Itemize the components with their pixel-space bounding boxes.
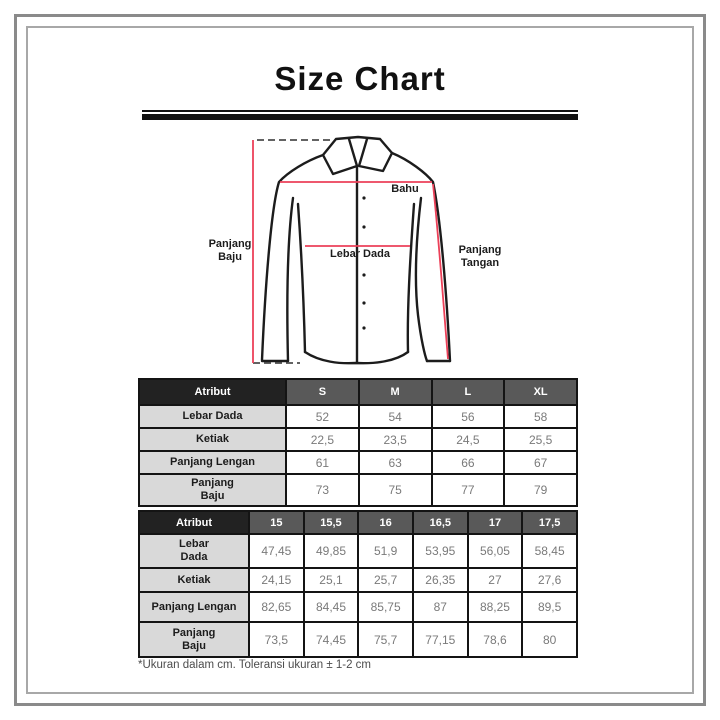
measurement-value: 27,6 bbox=[521, 567, 578, 593]
header-row: Atribut 15 15,5 16 16,5 17 17,5 bbox=[138, 510, 578, 535]
measurement-value: 77,15 bbox=[411, 621, 469, 658]
table-row: Panjang Baju 73,5 74,45 75,7 77,15 78,6 80 bbox=[138, 621, 578, 658]
row-label: Ketiak bbox=[138, 427, 287, 452]
measurement-value: 85,75 bbox=[357, 591, 414, 623]
measurement-value: 73,5 bbox=[248, 621, 305, 658]
size-column-header: 15,5 bbox=[302, 510, 360, 535]
measurement-value: 56 bbox=[430, 404, 506, 429]
measurement-value: 87 bbox=[411, 591, 469, 623]
measurement-value: 58 bbox=[503, 404, 578, 429]
row-label: Panjang Baju bbox=[138, 621, 250, 658]
measurement-value: 61 bbox=[285, 450, 360, 475]
table-row: Panjang Baju 73 75 77 79 bbox=[138, 473, 578, 507]
lebar-dada-label: Lebar Dada bbox=[330, 248, 390, 260]
measurement-value: 82,65 bbox=[248, 591, 305, 623]
panjang-tangan-label: Panjang Tangan bbox=[458, 244, 502, 269]
dashed-guide-lines bbox=[253, 139, 334, 364]
measurement-value: 56,05 bbox=[466, 533, 524, 569]
measurement-value: 75,7 bbox=[357, 621, 414, 658]
measurement-value: 23,5 bbox=[357, 427, 433, 452]
table-row: Panjang Lengan 82,65 84,45 85,75 87 88,25 89,5 bbox=[138, 591, 578, 623]
row-label: Lebar Dada bbox=[138, 404, 287, 429]
measurement-value: 26,35 bbox=[411, 567, 469, 593]
measurement-value: 67 bbox=[503, 450, 578, 475]
measurement-value: 53,95 bbox=[411, 533, 469, 569]
shirt-illustration bbox=[252, 135, 452, 365]
size-column-header: 17,5 bbox=[521, 510, 578, 535]
size-column-header: XL bbox=[503, 378, 578, 406]
title-divider bbox=[142, 110, 578, 120]
attribute-column-header: Atribut bbox=[138, 378, 287, 406]
panjang-baju-label: Panjang Baju bbox=[208, 238, 252, 263]
measurement-value: 25,5 bbox=[503, 427, 578, 452]
measurement-value: 49,85 bbox=[302, 533, 360, 569]
table-row: Ketiak 22,5 23,5 24,5 25,5 bbox=[138, 427, 578, 452]
measurement-value: 84,45 bbox=[302, 591, 360, 623]
size-column-header: L bbox=[430, 378, 506, 406]
measurement-lines bbox=[252, 140, 449, 363]
divider-thick-line bbox=[142, 114, 578, 120]
measurement-value: 25,7 bbox=[357, 567, 414, 593]
size-column-header: S bbox=[285, 378, 360, 406]
measurement-value: 24,15 bbox=[248, 567, 305, 593]
size-column-header: 16 bbox=[357, 510, 414, 535]
button-dots bbox=[362, 196, 366, 330]
size-column-header: 16,5 bbox=[411, 510, 469, 535]
measurement-value: 63 bbox=[357, 450, 433, 475]
size-column-header: M bbox=[357, 378, 433, 406]
measurement-value: 75 bbox=[357, 473, 433, 507]
size-table-collar-sizes: Atribut 15 15,5 16 16,5 17 17,5 Lebar Dada 47,45… bbox=[138, 510, 578, 658]
shirt-outline bbox=[260, 135, 452, 365]
measurement-value: 24,5 bbox=[430, 427, 506, 452]
table-row: Lebar Dada 47,45 49,85 51,9 53,95 56,05 58,45 bbox=[138, 533, 578, 569]
measurement-value: 52 bbox=[285, 404, 360, 429]
measurement-value: 79 bbox=[503, 473, 578, 507]
size-table-letter-sizes: Atribut S M L XL Lebar Dada 52 54 56 58 Ketiak 22,5… bbox=[138, 378, 578, 507]
measurement-value: 74,45 bbox=[302, 621, 360, 658]
measurement-value: 54 bbox=[357, 404, 433, 429]
size-column-header: 15 bbox=[248, 510, 305, 535]
measurement-value: 47,45 bbox=[248, 533, 305, 569]
header-row: Atribut S M L XL bbox=[138, 378, 578, 406]
page-title: Size Chart bbox=[274, 60, 446, 97]
row-label: Panjang Baju bbox=[138, 473, 287, 507]
measurement-value: 80 bbox=[521, 621, 578, 658]
inner-frame-border bbox=[26, 26, 694, 694]
measurement-value: 51,9 bbox=[357, 533, 414, 569]
measurement-value: 22,5 bbox=[285, 427, 360, 452]
bahu-label: Bahu bbox=[391, 183, 419, 195]
footnote: *Ukuran dalam cm. Toleransi ukuran ± 1-2… bbox=[138, 659, 371, 671]
table-row: Panjang Lengan 61 63 66 67 bbox=[138, 450, 578, 475]
measurement-value: 66 bbox=[430, 450, 506, 475]
measurement-value: 27 bbox=[466, 567, 524, 593]
row-label: Panjang Lengan bbox=[138, 591, 250, 623]
measurement-value: 73 bbox=[285, 473, 360, 507]
table-row: Ketiak 24,15 25,1 25,7 26,35 27 27,6 bbox=[138, 567, 578, 593]
measurement-value: 88,25 bbox=[466, 591, 524, 623]
attribute-column-header: Atribut bbox=[138, 510, 250, 535]
row-label: Lebar Dada bbox=[138, 533, 250, 569]
panjang-tangan-line bbox=[432, 183, 449, 360]
row-label: Panjang Lengan bbox=[138, 450, 287, 475]
measurement-value: 25,1 bbox=[302, 567, 360, 593]
measurement-value: 58,45 bbox=[521, 533, 578, 569]
outer-frame-border bbox=[14, 14, 706, 706]
measurement-value: 78,6 bbox=[466, 621, 524, 658]
divider-thin-line bbox=[142, 110, 578, 112]
row-label: Ketiak bbox=[138, 567, 250, 593]
measurement-value: 89,5 bbox=[521, 591, 578, 623]
size-column-header: 17 bbox=[466, 510, 524, 535]
measurement-value: 77 bbox=[430, 473, 506, 507]
table-row: Lebar Dada 52 54 56 58 bbox=[138, 404, 578, 429]
shirt-measurement-diagram: Panjang Baju Bahu Lebar Dada Panjang Tan… bbox=[180, 130, 540, 378]
